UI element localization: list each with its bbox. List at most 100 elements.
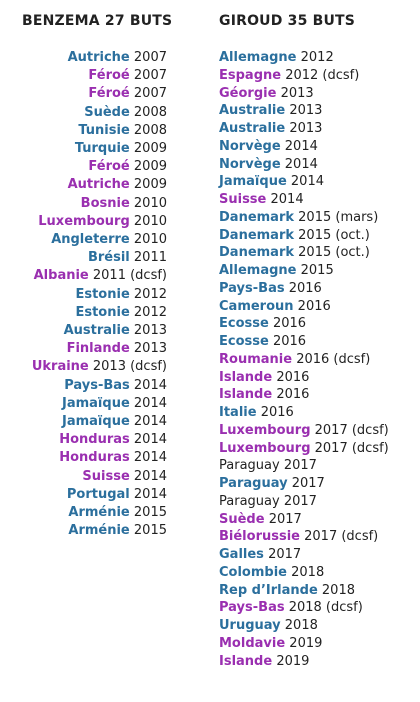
opponent: Islande (219, 369, 273, 385)
opponent: Pays-Bas (219, 280, 285, 296)
opponent: Autriche (67, 50, 130, 65)
goal-detail: 2014 (290, 174, 324, 190)
goal-detail: 2009 (133, 141, 167, 157)
goal-entry: Féroé 2007 (10, 85, 167, 103)
goal-detail: 2009 (133, 177, 167, 193)
goal-entry: Estonie 2012 (10, 304, 167, 322)
opponent: Rep d’Irlande (219, 582, 318, 598)
goal-detail: 2010 (133, 195, 167, 211)
goal-entry: Norvège 2014 (219, 138, 414, 156)
opponent: Cameroun (219, 298, 294, 314)
goal-entry: Pays-Bas 2014 (10, 377, 167, 395)
goal-detail: 2016 (dcsf) (296, 351, 371, 367)
goal-detail: 2013 (133, 341, 167, 357)
goal-detail: 2016 (288, 280, 322, 296)
goal-detail: 2019 (276, 653, 310, 669)
opponent: Paraguay (219, 493, 280, 509)
goal-entry: Danemark 2015 (oct.) (219, 244, 414, 262)
goal-entry: Ecosse 2016 (219, 333, 414, 351)
goal-entry: Allemagne 2012 (219, 49, 414, 67)
opponent: Colombie (219, 564, 287, 580)
goal-entry: Moldavie 2019 (219, 635, 414, 653)
goal-entry: Uruguay 2018 (219, 617, 414, 635)
goal-entry: Rep d’Irlande 2018 (219, 582, 414, 600)
goal-detail: 2017 (268, 511, 302, 527)
goal-detail: 2013 (dcsf) (92, 359, 167, 375)
goal-entry: Luxembourg 2017 (dcsf) (219, 440, 414, 458)
goal-entry: Arménie 2015 (10, 522, 167, 540)
opponent: Suède (219, 511, 265, 527)
goal-detail: 2015 (300, 263, 334, 278)
goal-detail: 2014 (133, 468, 167, 484)
goal-detail: 2017 (283, 493, 317, 509)
goal-entry: Biélorussie 2017 (dcsf) (219, 528, 414, 546)
opponent: Islande (219, 653, 273, 669)
goal-entry: Allemagne 2015 (219, 262, 414, 280)
column-title: BENZEMA 27 BUTS (22, 13, 173, 29)
opponent: Turquie (74, 141, 130, 157)
opponent: Ukraine (31, 359, 89, 375)
goal-detail: 2016 (276, 387, 310, 403)
goal-entry: Autriche 2007 (10, 49, 167, 67)
opponent: Norvège (219, 138, 281, 154)
goal-entry: Ukraine 2013 (dcsf) (10, 358, 167, 376)
goal-detail: 2017 (283, 458, 317, 474)
goal-detail: 2014 (133, 450, 167, 466)
goal-detail: 2014 (133, 486, 167, 502)
opponent: Tunisie (78, 122, 130, 138)
goal-entry: Australie 2013 (10, 322, 167, 340)
goal-entry: Pays-Bas 2018 (dcsf) (219, 599, 414, 617)
goal-entry: Jamaïque 2014 (10, 413, 167, 431)
opponent: Albanie (33, 268, 89, 284)
opponent: Estonie (75, 286, 130, 302)
opponent: Féroé (88, 159, 130, 175)
goal-entry: Luxembourg 2010 (10, 213, 167, 231)
goal-entry: Honduras 2014 (10, 449, 167, 467)
goal-entry: Islande 2019 (219, 653, 414, 671)
opponent: Luxembourg (219, 440, 311, 456)
opponent: Australie (63, 323, 130, 339)
goal-entry: Islande 2016 (219, 386, 414, 404)
goal-entry: Islande 2016 (219, 369, 414, 387)
scorer-column: BENZEMA 27 BUTS Autriche 2007 Féroé 2007 Fé… (10, 13, 173, 540)
goal-detail: 2014 (133, 432, 167, 448)
goal-entry: Finlande 2013 (10, 340, 167, 358)
goal-detail: 2008 (133, 122, 167, 138)
goal-entry: Australie 2013 (219, 120, 414, 138)
goal-detail: 2018 (284, 618, 318, 633)
goal-entry: Luxembourg 2017 (dcsf) (219, 422, 414, 440)
goal-entry: Norvège 2014 (219, 156, 414, 174)
goal-detail: 2017 (291, 476, 325, 491)
opponent: Luxembourg (38, 213, 130, 229)
goal-detail: 2014 (133, 414, 167, 430)
goal-entry: Jamaïque 2014 (219, 173, 414, 191)
goal-entry: Italie 2016 (219, 404, 414, 422)
goal-entry: Roumanie 2016 (dcsf) (219, 351, 414, 369)
goal-detail: 2018 (321, 582, 355, 598)
opponent: Suisse (219, 192, 267, 207)
opponent: Norvège (219, 156, 281, 172)
goal-detail: 2007 (133, 68, 167, 84)
goal-entry: Paraguay 2017 (219, 475, 414, 493)
goal-entry: Féroé 2007 (10, 67, 167, 85)
goal-detail: 2012 (300, 50, 334, 65)
goal-detail: 2014 (133, 377, 167, 393)
opponent: Jamaïque (62, 414, 130, 430)
goal-detail: 2011 (133, 250, 167, 266)
goal-detail: 2015 (oct.) (298, 227, 370, 243)
goal-detail: 2016 (297, 298, 331, 314)
goal-entry: Féroé 2009 (10, 158, 167, 176)
goal-detail: 2007 (133, 86, 167, 102)
opponent: Brésil (87, 250, 130, 266)
goal-entry: Arménie 2015 (10, 504, 167, 522)
opponent: Danemark (219, 209, 295, 225)
goal-detail: 2017 (dcsf) (304, 529, 379, 545)
opponent: Italie (219, 405, 257, 420)
goal-detail: 2010 (133, 232, 167, 248)
opponent: Arménie (68, 505, 130, 521)
goal-detail: 2011 (dcsf) (92, 268, 167, 284)
goal-entry: Estonie 2012 (10, 286, 167, 304)
goal-entry: Bosnie 2010 (10, 195, 167, 213)
goal-detail: 2013 (280, 85, 314, 101)
goal-entry: Paraguay 2017 (219, 493, 414, 511)
